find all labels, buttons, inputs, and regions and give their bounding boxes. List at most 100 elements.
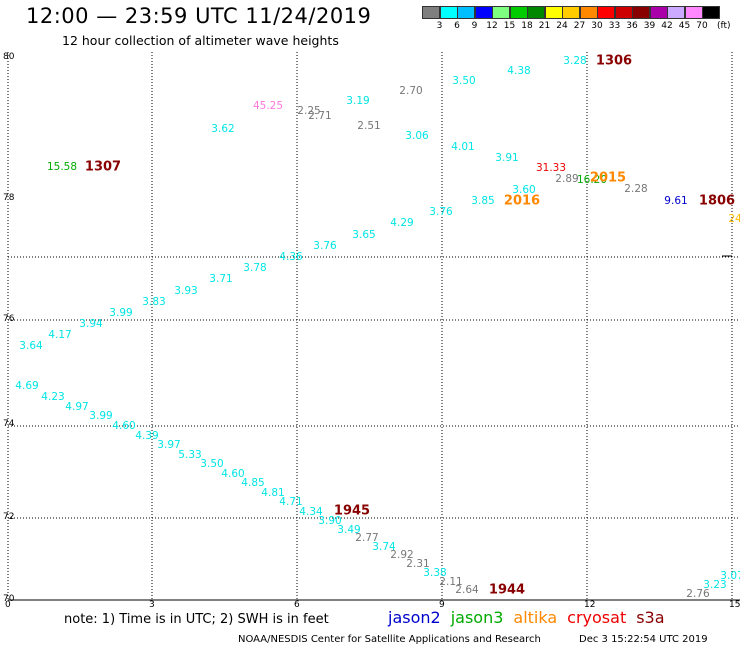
x-tick-label: 12 (584, 600, 596, 610)
y-tick-label: 74 (3, 419, 15, 429)
mission-altika: altika (513, 608, 558, 627)
y-tick-label: 72 (3, 512, 15, 522)
x-tick-label: 0 (5, 600, 11, 610)
legend-label: 9 (471, 21, 478, 31)
y-tick-label: 70 (3, 594, 15, 604)
wave-height-label: 3.99 (89, 409, 113, 422)
pass-time-label: 2016 (503, 193, 541, 209)
mission-jason3: jason3 (450, 608, 504, 627)
legend-label: 18 (521, 21, 533, 31)
wave-height-label: 3.06 (405, 129, 429, 142)
y-tick-label: 80 (3, 52, 15, 62)
wave-height-label: 3.49 (337, 523, 361, 536)
wave-height-label: 45.25 (252, 99, 284, 112)
wave-height-label: 4.60 (221, 467, 245, 480)
wave-height-label: 3.38 (423, 566, 447, 579)
wave-height-label: 4.01 (451, 140, 475, 153)
wave-height-label: 4.39 (135, 429, 159, 442)
wave-height-label: 4.23 (41, 390, 65, 403)
wave-height-label: 3.19 (346, 94, 370, 107)
legend-label: 12 (486, 21, 498, 31)
wave-height-label: 3.62 (211, 122, 235, 135)
wave-height-label: 3.85 (471, 194, 495, 207)
wave-height-label: 4.38 (507, 64, 531, 77)
wave-height-label: 3.50 (452, 74, 476, 87)
wave-height-label: 3.07 (720, 569, 740, 582)
agency-credit: NOAA/NESDIS Center for Satellite Applica… (238, 634, 541, 645)
legend-label: 27 (573, 21, 586, 31)
legend-label: 39 (643, 21, 656, 31)
wave-height-label: 3.23 (703, 578, 727, 591)
wave-height-label: 2.64 (455, 583, 479, 596)
mission-s3a: s3a (636, 608, 665, 627)
wave-height-label: 2.71 (308, 109, 332, 122)
legend-label: 42 (661, 21, 673, 31)
wave-height-label: 2.92 (390, 548, 414, 561)
wave-height-label: 4.17 (48, 328, 72, 341)
wave-height-label: 15.58 (46, 160, 78, 173)
wave-height-label: 4.97 (65, 400, 89, 413)
pass-time-label: 1945 (333, 503, 371, 519)
wave-height-label: 4.60 (112, 419, 136, 432)
wave-height-label: 3.97 (157, 438, 181, 451)
map-subtitle: 12 hour collection of altimeter wave hei… (62, 33, 339, 48)
wave-height-label: 4.81 (261, 486, 285, 499)
wave-height-label: 4.71 (279, 495, 303, 508)
wave-height-label: 4.36 (279, 250, 303, 263)
pass-time-label: 1307 (84, 159, 122, 175)
x-tick-label: 9 (439, 600, 445, 610)
wave-height-label: 3.50 (200, 457, 224, 470)
wave-height-label: 3.83 (142, 295, 166, 308)
wave-height-label: 2.51 (357, 119, 381, 132)
legend-label: 21 (538, 21, 551, 31)
legend-label: 45 (678, 21, 691, 31)
x-tick-label: 15 (729, 600, 740, 610)
mission-jason2: jason2 (388, 608, 441, 627)
wave-height-label: 3.60 (512, 183, 536, 196)
wave-height-label: 3.91 (495, 151, 519, 164)
wave-height-label: 3.64 (19, 339, 43, 352)
mission-legend: jason2 jason3 altika cryosat s3a (388, 608, 675, 627)
x-tick-label: 6 (294, 600, 300, 610)
wave-height-label: 2.28 (624, 182, 648, 195)
wave-height-label: 2.89 (555, 172, 579, 185)
wave-height-label: 4.85 (241, 476, 265, 489)
footer-timestamp: Dec 3 15:22:54 UTC 2019 (579, 634, 708, 645)
legend-label: 15 (503, 21, 516, 31)
wave-height-label: 4.69 (15, 379, 39, 392)
wave-height-label: 24 (728, 212, 740, 225)
wave-height-label: 5.33 (178, 448, 202, 461)
wave-height-label: 16.20 (576, 173, 608, 186)
wave-height-label: 3.78 (243, 261, 267, 274)
wave-height-label: 3.94 (79, 317, 103, 330)
pass-time-label: 1306 (595, 53, 633, 69)
legend-label: 3 (436, 21, 443, 31)
legend-label: 30 (591, 21, 603, 31)
wave-height-label: 4.34 (299, 505, 323, 518)
pass-time-label: 1806 (698, 193, 736, 209)
y-tick-label: 76 (3, 314, 15, 324)
legend-label: 33 (608, 21, 621, 31)
y-tick-label: 78 (3, 193, 15, 203)
pass-time-label: 2015 (589, 170, 627, 186)
legend-unit: (ft) (717, 21, 731, 31)
wave-height-label: 3.74 (372, 540, 396, 553)
legend-label: 6 (454, 21, 460, 31)
note-text: note: 1) Time is in UTC; 2) SWH is in fe… (64, 612, 329, 627)
wave-height-label: 3.93 (174, 284, 198, 297)
wave-height-label: 2.11 (439, 575, 463, 588)
mission-cryosat: cryosat (567, 608, 627, 627)
wave-height-label: 2.70 (399, 84, 423, 97)
wave-height-label: 31.33 (535, 161, 567, 174)
wave-height-label: 3.71 (209, 272, 233, 285)
pass-time-label: 1944 (488, 582, 526, 598)
wave-height-label: 9.61 (664, 194, 688, 207)
wave-height-label: 3.76 (429, 205, 453, 218)
legend-label: 24 (556, 21, 568, 31)
wave-height-label: 4.29 (390, 216, 414, 229)
wave-height-label: 3.76 (313, 239, 337, 252)
x-tick-label: 3 (149, 600, 155, 610)
wave-height-label: 2.25 (297, 104, 321, 117)
wave-height-label: 3.99 (109, 306, 133, 319)
